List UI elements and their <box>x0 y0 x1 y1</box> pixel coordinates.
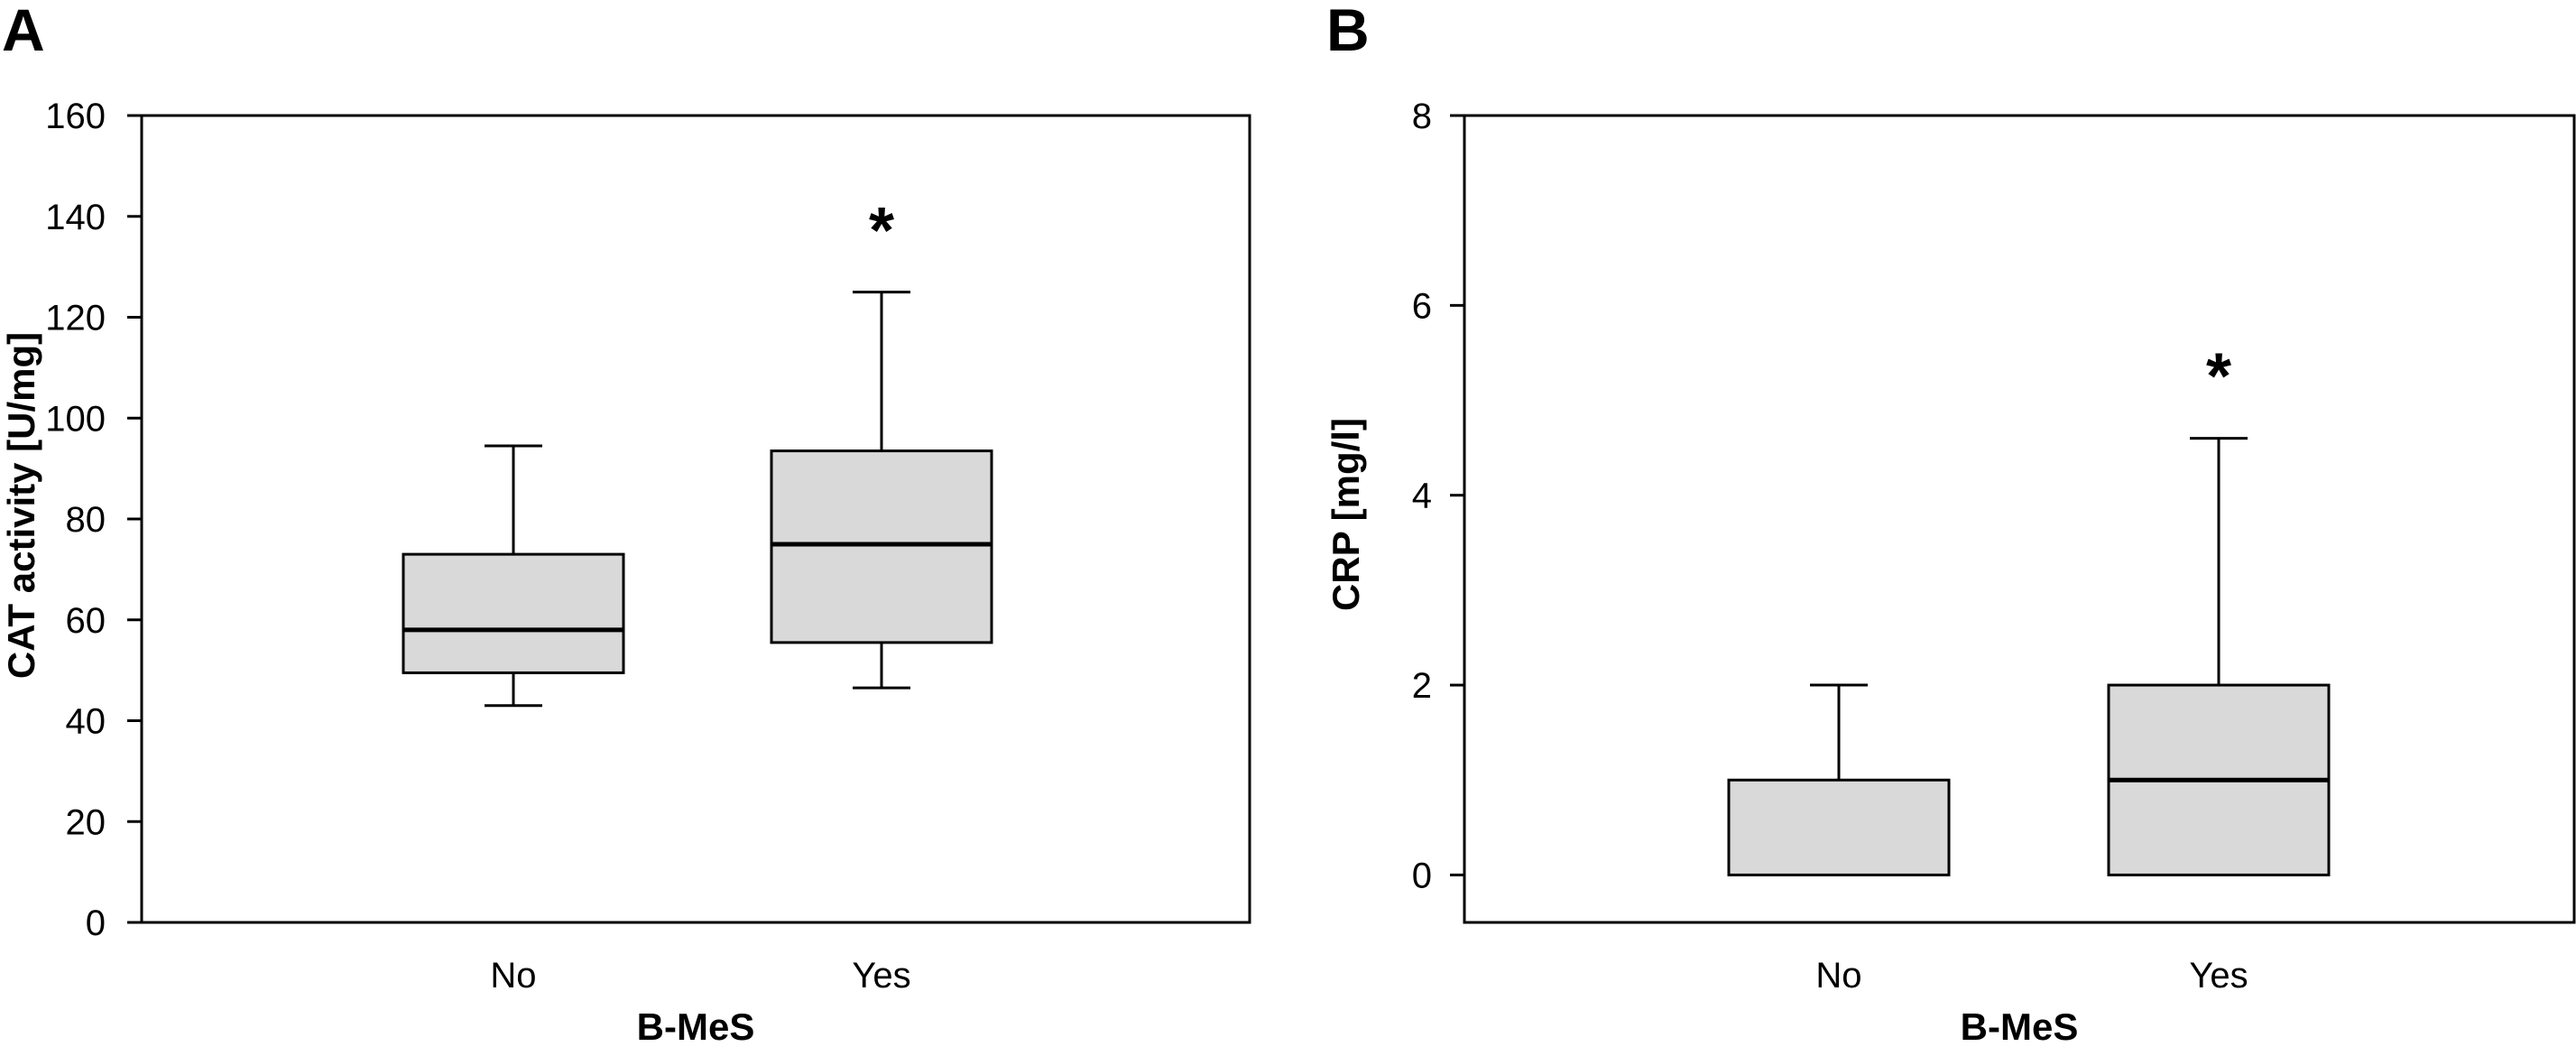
panel-b-y-axis-title: CRP [mg/l] <box>1325 418 1367 611</box>
panel-a-y-tick-label: 0 <box>86 903 106 943</box>
panel-b-x-tick-label-yes: Yes <box>2189 956 2248 996</box>
panel-a-box-yes <box>770 449 993 644</box>
panel-a-y-tick-label: 160 <box>45 97 106 136</box>
panel-label-b: B <box>1326 0 1370 63</box>
panel-b-y-tick-label: 0 <box>1412 856 1432 895</box>
panel-b-x-axis-title: B-MeS <box>1961 1005 2079 1048</box>
panel-b-y-tick-label: 6 <box>1412 286 1432 326</box>
panel-a-y-axis-title: CAT activity [U/mg] <box>0 332 42 679</box>
panel-b-significance-asterisk: * <box>2206 340 2231 412</box>
panel-a-y-tick-label: 100 <box>45 399 106 439</box>
panel-b-plot-frame <box>1463 114 2576 924</box>
panel-a-significance-asterisk: * <box>869 195 894 267</box>
panel-b-y-tick-label: 4 <box>1412 477 1432 516</box>
panel-a-y-tick-label: 40 <box>66 702 106 742</box>
panel-a-y-tick-label: 120 <box>45 299 106 338</box>
panel-a-x-tick-label-yes: Yes <box>852 956 910 996</box>
panel-a-y-tick-label: 20 <box>66 802 106 842</box>
panel-a-y-tick-label: 60 <box>66 601 106 641</box>
panel-b-y-tick-label: 2 <box>1412 666 1432 706</box>
panel-b-x-tick-label-no: No <box>1815 956 1861 996</box>
panel-a-y-tick-label: 140 <box>45 198 106 237</box>
panel-b-box-no <box>1727 778 1951 876</box>
panel-a-box-no <box>402 552 625 674</box>
panel-a-y-tick-label: 80 <box>66 500 106 540</box>
panel-label-a: A <box>2 0 45 63</box>
panel-a-plot-frame <box>140 114 1251 924</box>
panel-a-x-axis-title: B-MeS <box>637 1005 755 1048</box>
panel-b-y-tick-label: 8 <box>1412 97 1432 136</box>
panel-a-x-tick-label-no: No <box>490 956 536 996</box>
